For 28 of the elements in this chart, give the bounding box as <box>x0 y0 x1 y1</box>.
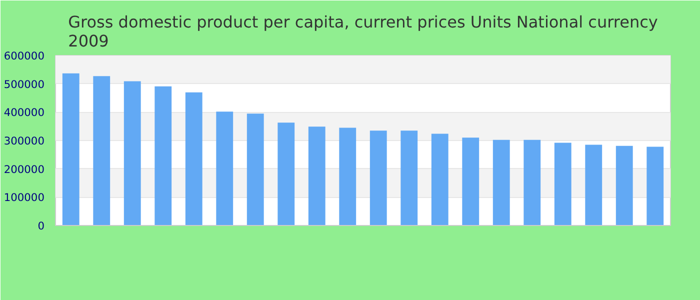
bar <box>154 86 172 226</box>
bar <box>400 130 418 226</box>
y-tick-label: 600000 <box>4 50 45 62</box>
bar <box>62 73 80 226</box>
bar <box>216 112 234 226</box>
bar <box>124 81 141 226</box>
y-tick-label: 400000 <box>4 106 45 120</box>
bar <box>278 122 295 226</box>
bar <box>246 114 264 226</box>
bar <box>646 146 664 226</box>
bar <box>185 92 202 226</box>
bar <box>524 140 541 226</box>
y-tick-label: 100000 <box>4 191 45 204</box>
bar <box>308 126 326 226</box>
y-tick-label: 200000 <box>4 162 45 176</box>
bar <box>616 146 633 226</box>
bar <box>462 138 480 226</box>
bar <box>339 128 356 226</box>
chart-title: Gross domestic product per capita, current prices Units National currency 2009 <box>68 12 658 50</box>
bar <box>93 76 110 226</box>
bar <box>431 134 448 226</box>
y-tick-label: 500000 <box>4 78 45 91</box>
bar <box>370 130 387 226</box>
y-tick-label: 300000 <box>4 134 45 148</box>
bar <box>554 142 572 226</box>
bar <box>585 144 602 226</box>
y-tick-label: 0 <box>38 220 45 232</box>
bar <box>492 140 510 226</box>
